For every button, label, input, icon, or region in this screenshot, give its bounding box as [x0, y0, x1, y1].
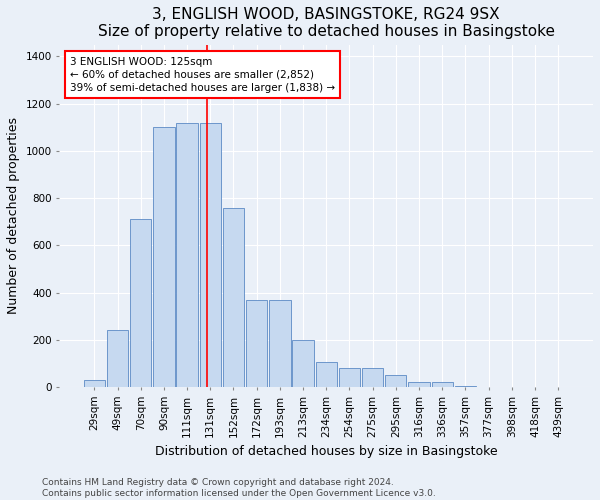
- Bar: [246, 300, 268, 387]
- Bar: [176, 122, 198, 387]
- Bar: [455, 386, 476, 387]
- X-axis label: Distribution of detached houses by size in Basingstoke: Distribution of detached houses by size …: [155, 445, 497, 458]
- Bar: [83, 380, 105, 387]
- Text: Contains HM Land Registry data © Crown copyright and database right 2024.
Contai: Contains HM Land Registry data © Crown c…: [42, 478, 436, 498]
- Bar: [431, 382, 453, 387]
- Y-axis label: Number of detached properties: Number of detached properties: [7, 118, 20, 314]
- Bar: [223, 208, 244, 387]
- Bar: [292, 340, 314, 387]
- Title: 3, ENGLISH WOOD, BASINGSTOKE, RG24 9SX
Size of property relative to detached hou: 3, ENGLISH WOOD, BASINGSTOKE, RG24 9SX S…: [98, 7, 555, 40]
- Bar: [130, 220, 151, 387]
- Bar: [316, 362, 337, 387]
- Bar: [153, 128, 175, 387]
- Bar: [107, 330, 128, 387]
- Bar: [362, 368, 383, 387]
- Bar: [200, 122, 221, 387]
- Bar: [269, 300, 290, 387]
- Text: 3 ENGLISH WOOD: 125sqm
← 60% of detached houses are smaller (2,852)
39% of semi-: 3 ENGLISH WOOD: 125sqm ← 60% of detached…: [70, 56, 335, 93]
- Bar: [409, 382, 430, 387]
- Bar: [339, 368, 360, 387]
- Bar: [385, 375, 406, 387]
